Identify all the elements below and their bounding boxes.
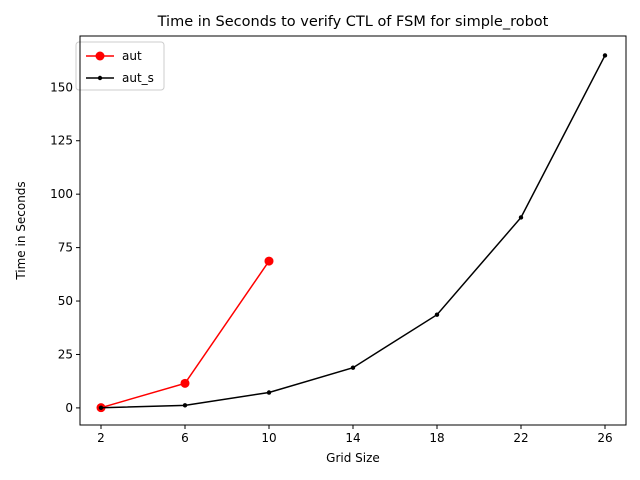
y-tick-label: 0 — [65, 401, 73, 415]
y-axis-label: Time in Seconds — [14, 181, 28, 280]
axes-frame — [79, 35, 627, 426]
y-tick-label: 100 — [50, 187, 73, 201]
x-tick-label: 14 — [345, 431, 360, 445]
data-point-aut — [180, 378, 190, 388]
y-axis: 0 25 50 75 100 125 150 — [50, 80, 80, 415]
y-tick-label: 25 — [58, 347, 73, 361]
data-point-aut_s — [518, 215, 524, 220]
legend-marker-aut_s — [97, 75, 103, 81]
data-point-aut_s — [350, 365, 356, 370]
data-point-aut_s — [434, 312, 440, 317]
data-point-aut_s — [266, 390, 272, 395]
legend-marker-aut — [95, 51, 105, 61]
x-tick-label: 2 — [97, 431, 105, 445]
x-tick-label: 26 — [597, 431, 612, 445]
legend-label-aut: aut — [122, 49, 142, 63]
data-point-aut_s — [602, 53, 608, 58]
legend-label-aut_s: aut_s — [122, 71, 154, 85]
y-tick-label: 125 — [50, 134, 73, 148]
x-tick-label: 6 — [181, 431, 189, 445]
y-tick-label: 75 — [58, 241, 73, 255]
chart-title: Time in Seconds to verify CTL of FSM for… — [157, 14, 549, 30]
data-point-aut_s — [98, 405, 104, 410]
plot-area — [96, 53, 608, 413]
data-point-aut_s — [182, 403, 188, 408]
x-tick-label: 22 — [513, 431, 528, 445]
y-tick-label: 150 — [50, 80, 73, 94]
x-tick-label: 18 — [429, 431, 444, 445]
series-line-aut_s — [100, 55, 606, 409]
x-axis: 2 6 10 14 18 22 26 — [97, 425, 613, 445]
legend: aut aut_s — [75, 41, 165, 91]
data-point-aut — [264, 256, 274, 266]
y-tick-label: 50 — [58, 294, 73, 308]
x-tick-label: 10 — [261, 431, 276, 445]
x-axis-label: Grid Size — [326, 451, 380, 465]
